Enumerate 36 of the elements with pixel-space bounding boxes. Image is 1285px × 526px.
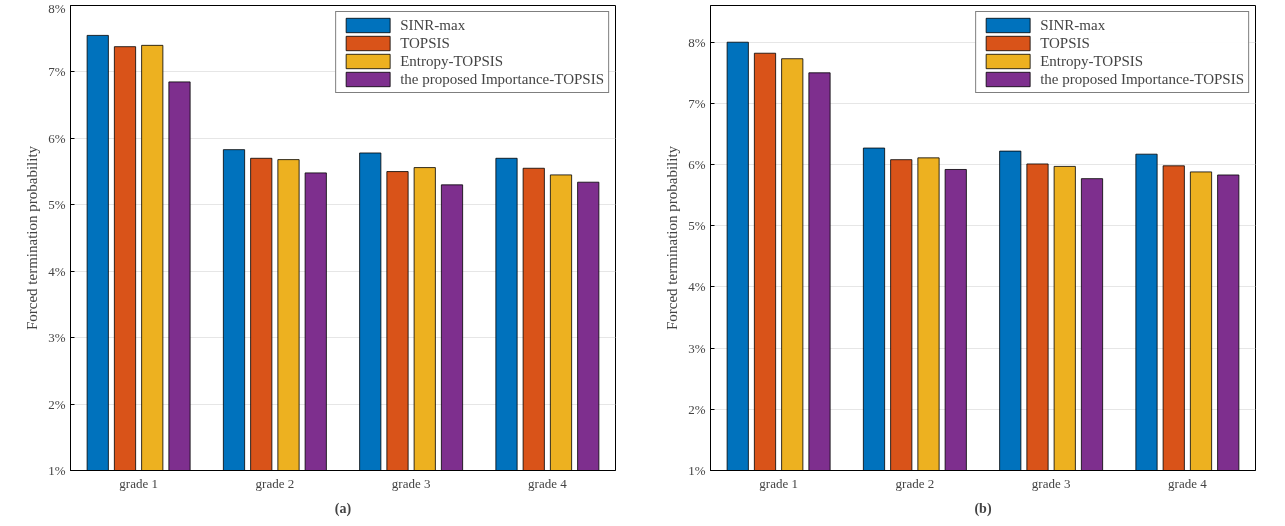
legend-label: Entropy-TOPSIS [400,52,504,70]
y-tick-label: 8% [688,34,706,50]
legend-label: SINR-max [1040,16,1106,34]
y-tick-label: 7% [48,64,66,80]
x-tick-label: grade 1 [119,475,158,491]
x-tick-label: grade 3 [1031,475,1071,491]
legend-label: Entropy-TOPSIS [1040,52,1144,70]
x-tick-label: grade 2 [255,475,295,491]
legend-label: SINR-max [400,16,466,34]
y-tick-label: 2% [688,401,706,417]
text: (b) [974,500,992,517]
x-tick-label: grade 3 [391,475,431,491]
legend-label: TOPSIS [1040,34,1090,52]
y-tick-label: 7% [688,95,706,111]
y-tick-label: 2% [48,396,66,412]
y-tick-label: 1% [688,463,706,478]
y-tick-label: 5% [48,197,66,213]
y-tick-label: 6% [688,157,706,173]
legend-label: the proposed Importance-TOPSIS [400,70,604,88]
y-tick-label: 4% [48,263,66,279]
y-tick-label: 3% [48,330,66,346]
y-tick-label: 6% [48,130,66,146]
y-tick-label: 5% [688,218,706,234]
legend-label: TOPSIS [400,34,450,52]
y-axis-title: Forced termination probability [24,145,41,331]
y-axis-title: Forced termination probability [664,145,681,331]
x-tick-label: grade 4 [528,475,568,491]
x-tick-label: grade 1 [759,475,798,491]
x-tick-label: grade 2 [895,475,935,491]
y-tick-label: 3% [688,340,706,356]
text: (a) [334,500,352,517]
y-tick-label: 1% [48,463,66,478]
legend-label: the proposed Importance-TOPSIS [1040,70,1244,88]
y-tick-label: 4% [688,279,706,295]
y-tick-label: 8% [48,0,66,16]
x-tick-label: grade 4 [1168,475,1208,491]
